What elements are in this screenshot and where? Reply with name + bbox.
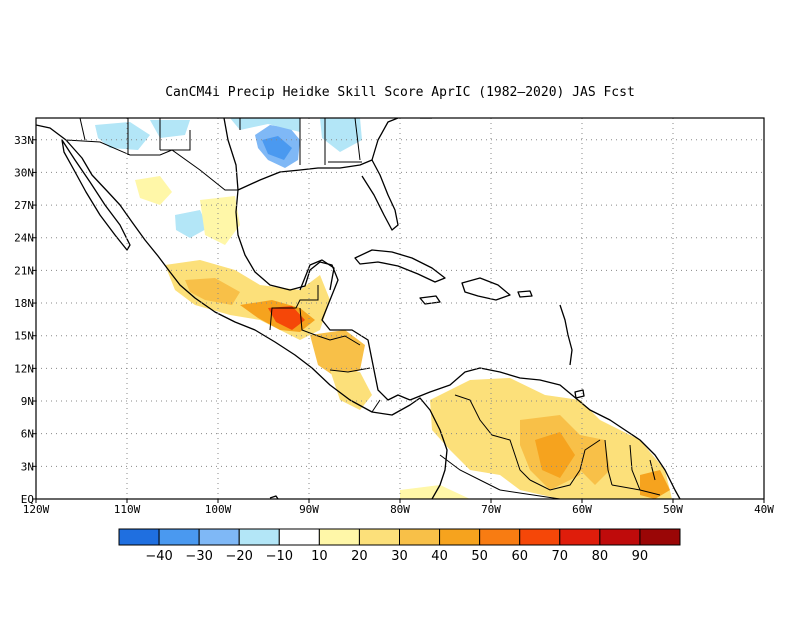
lat-tick-label: 30N <box>14 166 34 179</box>
lat-tick-label: 12N <box>14 362 34 375</box>
lat-tick-label: EQ <box>21 493 34 506</box>
colorbar-label: 40 <box>431 549 448 564</box>
skill-patch-honduras <box>310 330 365 380</box>
colorbar-swatch <box>278 528 320 546</box>
colorbar-label: 10 <box>311 549 328 564</box>
colorbar-swatch <box>599 528 641 546</box>
colorbar-swatch <box>118 528 160 546</box>
colorbar-label: 70 <box>552 549 569 564</box>
lon-tick-label: 70W <box>481 503 501 516</box>
skill-patch-north-mexico <box>175 210 208 238</box>
colorbar-label: 60 <box>511 549 528 564</box>
colorbar-swatch <box>198 528 240 546</box>
country-borders <box>65 118 661 499</box>
skill-patch-southern-mexico-core <box>185 278 240 305</box>
lon-tick-label: 50W <box>663 503 683 516</box>
colorbar-swatch <box>439 528 481 546</box>
lon-tick-label: 120W <box>23 503 50 516</box>
colorbar-swatch <box>559 528 601 546</box>
lat-tick-label: 6N <box>21 428 34 441</box>
skill-patch-amazon <box>400 485 470 499</box>
lon-tick-label: 110W <box>114 503 141 516</box>
lat-tick-label: 24N <box>14 232 34 245</box>
lon-tick-label: 40W <box>754 503 774 516</box>
lon-tick-label: 60W <box>572 503 592 516</box>
colorbar-swatch <box>318 528 360 546</box>
lat-tick-label: 27N <box>14 199 34 212</box>
lat-tick-label: 3N <box>21 460 34 473</box>
lat-tick-label: 9N <box>21 395 34 408</box>
skill-patch-guatemala-core <box>268 306 305 330</box>
longitude-axis: 120W 110W 100W 90W 80W 70W 60W 50W 40W <box>23 499 774 516</box>
colorbar-swatch <box>479 528 521 546</box>
map-gridlines <box>36 118 764 499</box>
colorbar-swatch <box>238 528 280 546</box>
lat-tick-label: 15N <box>14 330 34 343</box>
skill-patch-guyana <box>580 435 610 485</box>
skill-patch-venezuela-core <box>535 432 575 478</box>
lat-tick-label: 21N <box>14 264 34 277</box>
coastlines <box>36 118 681 499</box>
skill-patch-southwest-us <box>95 122 150 150</box>
colorbar-swatch <box>358 528 400 546</box>
chart-title: CanCM4i Precip Heidke Skill Score AprIC … <box>165 85 635 100</box>
skill-patch-nicaragua <box>330 370 372 410</box>
skill-patch-southeast-us <box>320 118 362 152</box>
lat-tick-label: 33N <box>14 134 34 147</box>
colorbar-label: 90 <box>632 549 649 564</box>
latitude-axis: 33N 30N 27N 24N 21N 18N 15N 12N 9N 6N 3N EQ <box>14 134 36 506</box>
lon-tick-label: 100W <box>205 503 232 516</box>
colorbar-label: −40 <box>145 549 172 564</box>
skill-patch-west-us-2 <box>150 120 190 138</box>
colorbar-label: −20 <box>225 549 252 564</box>
colorbar-label: −30 <box>185 549 212 564</box>
colorbar-label: −10 <box>266 549 293 564</box>
colorbar-swatch <box>158 528 200 546</box>
colorbar-label: 80 <box>592 549 609 564</box>
colorbar-label: 50 <box>471 549 488 564</box>
colorbar: −40 −30 −20 −10 10 20 30 40 50 60 70 80 90 <box>118 528 681 564</box>
skill-patch-northwest-mexico <box>135 176 172 205</box>
colorbar-label: 20 <box>351 549 368 564</box>
skill-patch-texas-core <box>262 136 292 160</box>
lon-tick-label: 80W <box>390 503 410 516</box>
lat-tick-label: 18N <box>14 297 34 310</box>
colorbar-swatch <box>399 528 441 546</box>
skill-patch-arkansas <box>230 118 300 132</box>
skill-patch-central-mexico <box>200 196 240 245</box>
lon-tick-label: 90W <box>299 503 319 516</box>
skill-shading <box>95 118 672 499</box>
colorbar-label: 30 <box>391 549 408 564</box>
colorbar-swatch <box>519 528 561 546</box>
colorbar-swatch <box>639 528 681 546</box>
